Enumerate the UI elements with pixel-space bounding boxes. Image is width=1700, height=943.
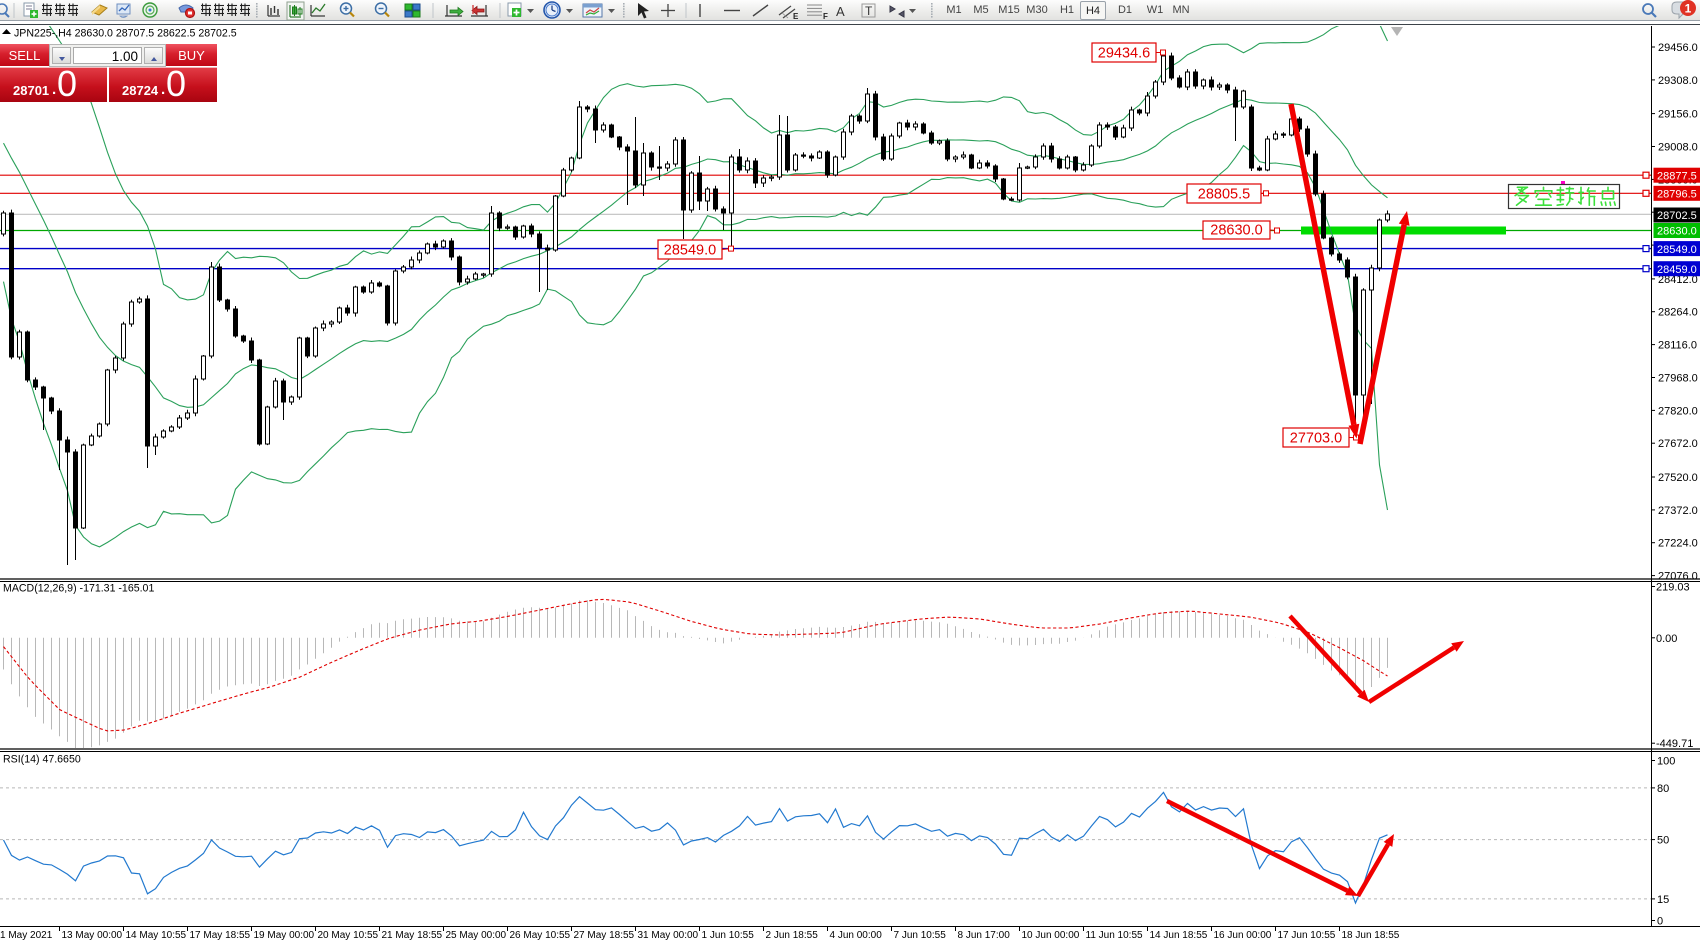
- svg-text:-449.71: -449.71: [1656, 738, 1693, 750]
- svg-text:2 Jun 18:55: 2 Jun 18:55: [766, 930, 819, 941]
- svg-text:26 May 10:55: 26 May 10:55: [510, 930, 571, 941]
- svg-text:28877.5: 28877.5: [1657, 170, 1697, 182]
- svg-text:15: 15: [1657, 894, 1669, 906]
- svg-text:8 Jun 17:00: 8 Jun 17:00: [958, 930, 1011, 941]
- svg-text:18 Jun 18:55: 18 Jun 18:55: [1342, 930, 1400, 941]
- svg-text:27076.0: 27076.0: [1658, 571, 1698, 583]
- svg-text:27 May 18:55: 27 May 18:55: [574, 930, 635, 941]
- svg-text:28796.5: 28796.5: [1657, 189, 1697, 201]
- svg-text:14 May 10:55: 14 May 10:55: [126, 930, 187, 941]
- svg-text:13 May 00:00: 13 May 00:00: [62, 930, 123, 941]
- svg-text:A: A: [836, 4, 845, 19]
- svg-text:29456.0: 29456.0: [1658, 42, 1698, 54]
- svg-text:25 May 00:00: 25 May 00:00: [446, 930, 507, 941]
- svg-text:21 May 18:55: 21 May 18:55: [382, 930, 443, 941]
- svg-text:16 Jun 00:00: 16 Jun 00:00: [1214, 930, 1272, 941]
- svg-text:14 Jun 18:55: 14 Jun 18:55: [1150, 930, 1208, 941]
- svg-text:29156.0: 29156.0: [1658, 109, 1698, 121]
- svg-text:28116.0: 28116.0: [1658, 340, 1697, 352]
- svg-text:27968.0: 27968.0: [1658, 372, 1698, 384]
- svg-text:29308.0: 29308.0: [1658, 75, 1698, 87]
- svg-text:80: 80: [1657, 783, 1669, 795]
- svg-text:11 Jun 10:55: 11 Jun 10:55: [1086, 930, 1144, 941]
- svg-text:28702.5: 28702.5: [1657, 210, 1697, 222]
- svg-text:27820.0: 27820.0: [1658, 405, 1698, 417]
- svg-text:7 Jun 10:55: 7 Jun 10:55: [894, 930, 947, 941]
- svg-text:28630.0: 28630.0: [1210, 223, 1262, 239]
- svg-text:RSI(14) 47.6650: RSI(14) 47.6650: [3, 754, 81, 766]
- svg-text:27520.0: 27520.0: [1658, 472, 1698, 484]
- svg-text:27672.0: 27672.0: [1658, 438, 1698, 450]
- svg-text:219.03: 219.03: [1656, 581, 1690, 593]
- svg-text:19 May 00:00: 19 May 00:00: [254, 930, 315, 941]
- svg-text:28549.0: 28549.0: [1657, 244, 1697, 256]
- svg-text:0.00: 0.00: [1656, 633, 1677, 645]
- svg-text:29008.0: 29008.0: [1658, 142, 1698, 154]
- svg-text:28412.0: 28412.0: [1658, 274, 1698, 286]
- svg-text:1: 1: [1685, 2, 1692, 16]
- svg-text:28549.0: 28549.0: [664, 243, 716, 259]
- svg-text:28459.0: 28459.0: [1657, 264, 1697, 276]
- svg-text:E: E: [793, 12, 799, 21]
- svg-text:10 Jun 00:00: 10 Jun 00:00: [1022, 930, 1080, 941]
- svg-text:T: T: [865, 4, 873, 18]
- svg-text:27372.0: 27372.0: [1658, 505, 1698, 517]
- svg-text:JPN225-,H4 28630.0 28707.5 28: JPN225-,H4 28630.0 28707.5 28622.5 28702…: [14, 28, 237, 40]
- svg-text:28264.0: 28264.0: [1658, 307, 1698, 319]
- svg-text:31 May 00:00: 31 May 00:00: [638, 930, 699, 941]
- svg-text:F: F: [823, 12, 828, 21]
- svg-text:1 Jun 10:55: 1 Jun 10:55: [702, 930, 755, 941]
- svg-text:17 Jun 10:55: 17 Jun 10:55: [1278, 930, 1336, 941]
- svg-text:28805.5: 28805.5: [1198, 187, 1250, 203]
- svg-text:20 May 10:55: 20 May 10:55: [318, 930, 379, 941]
- svg-text:50: 50: [1657, 835, 1669, 847]
- svg-text:29434.6: 29434.6: [1098, 46, 1150, 62]
- svg-text:4 Jun 00:00: 4 Jun 00:00: [830, 930, 883, 941]
- svg-text:27703.0: 27703.0: [1290, 431, 1342, 447]
- svg-text:0: 0: [1657, 916, 1663, 928]
- svg-text:27224.0: 27224.0: [1658, 538, 1698, 550]
- svg-text:28630.0: 28630.0: [1657, 226, 1697, 238]
- svg-text:17 May 18:55: 17 May 18:55: [190, 930, 251, 941]
- svg-text:MACD(12,26,9) -171.31 -165.01: MACD(12,26,9) -171.31 -165.01: [3, 583, 154, 595]
- svg-text:1 May 2021: 1 May 2021: [0, 930, 53, 941]
- svg-text:100: 100: [1657, 756, 1675, 768]
